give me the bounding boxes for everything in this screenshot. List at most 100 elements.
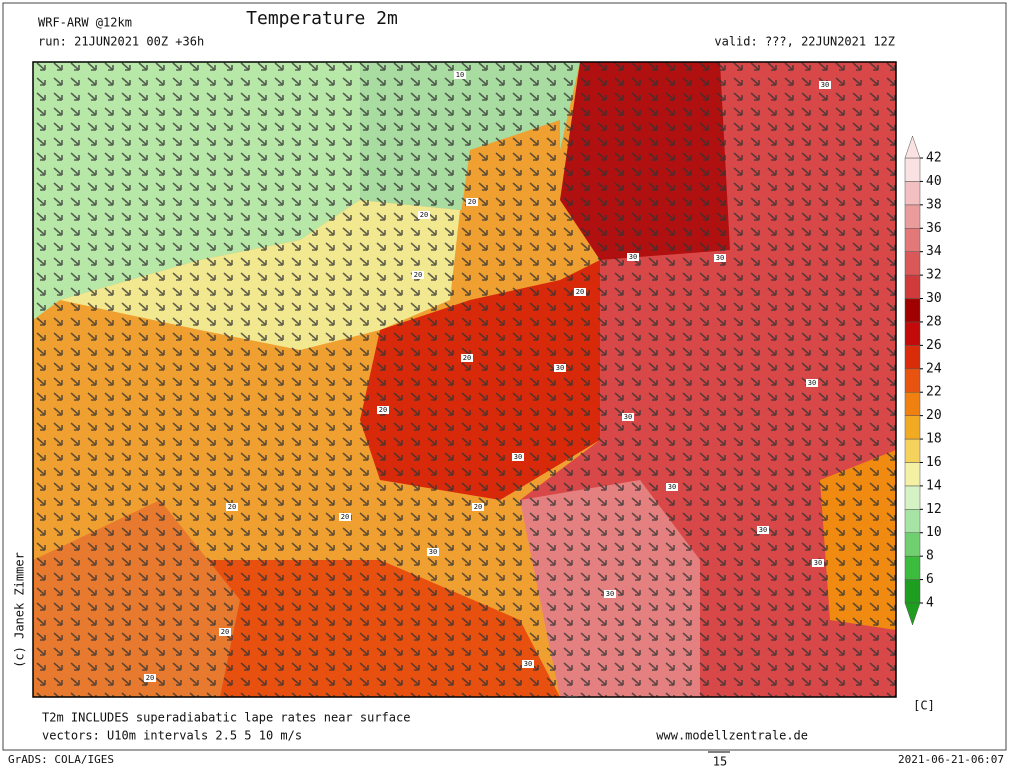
contour-label-box — [604, 590, 616, 598]
tick-label: 22 — [926, 385, 942, 400]
contour-label: 20 — [146, 674, 154, 682]
unit: [C] — [913, 699, 935, 713]
contour-label: 10 — [456, 71, 464, 79]
tick-label: 36 — [926, 221, 942, 236]
contour-label-box — [512, 453, 524, 461]
tick-label: 24 — [926, 361, 942, 376]
run: run: 21JUN2021 00Z +36h — [38, 35, 204, 49]
contour-label-box — [418, 211, 430, 219]
contour-label: 20 — [221, 628, 229, 636]
contour-label: 20 — [420, 211, 428, 219]
tick-label: 12 — [926, 502, 942, 517]
contour-label-box — [757, 526, 769, 534]
contour-label: 30 — [514, 453, 522, 461]
contour-label: 30 — [814, 559, 822, 567]
contour-label: 30 — [808, 379, 816, 387]
color-step — [904, 368, 921, 393]
vectors: vectors: U10m intervals 2.5 5 10 m/s — [42, 729, 302, 743]
contour-label: 20 — [379, 406, 387, 414]
contour-label-box — [714, 254, 726, 262]
color-step — [904, 251, 921, 276]
color-step — [904, 228, 921, 252]
contour-label-box — [144, 674, 156, 682]
tick-label: 20 — [926, 408, 942, 423]
software: GrADS: COLA/IGES — [8, 753, 114, 766]
contour-label-box — [806, 379, 818, 387]
map-frame — [32, 61, 897, 698]
tick-label: 32 — [926, 268, 942, 283]
model: WRF-ARW @12km — [38, 16, 132, 30]
contour-label: 20 — [576, 288, 584, 296]
contour-label: 30 — [716, 254, 724, 262]
contour-label: 30 — [821, 81, 829, 89]
tick-label: 6 — [926, 572, 934, 587]
contour-label: 20 — [463, 354, 471, 362]
tick-label: 40 — [926, 174, 942, 189]
contour-label-box — [819, 81, 831, 89]
tick-label: 16 — [926, 455, 942, 470]
tick-label: 8 — [926, 549, 934, 564]
contour-label: 30 — [524, 660, 532, 668]
color-step — [904, 321, 921, 346]
tick-label: 28 — [926, 314, 942, 329]
tick-label: 26 — [926, 338, 942, 353]
vector-scale: 15 — [713, 755, 727, 768]
contour-label: 20 — [468, 198, 476, 206]
contour-label-box — [454, 71, 466, 79]
color-step — [904, 438, 921, 463]
color-step — [904, 415, 921, 440]
contour-label-box — [339, 513, 351, 521]
color-step — [904, 274, 921, 299]
high-end — [904, 135, 921, 159]
color-step — [904, 509, 921, 533]
color-step — [904, 532, 921, 557]
map: 10 20 20 20 20 20 20 30 30 30 30 30 30 20 20 20 30 30 30 30… — [33, 62, 896, 697]
border — [2, 2, 1007, 751]
color-step — [904, 157, 921, 182]
contour-label-box — [622, 413, 634, 421]
colorbar: 4 6 8 10 12 14 16 18 20 22 24 26 28 30 32 34 36 38 40 42 — [904, 135, 942, 626]
contour-label: 30 — [759, 526, 767, 534]
contour-label-box — [574, 288, 586, 296]
contour-label-box — [427, 548, 439, 556]
contour-label-box — [377, 406, 389, 414]
contour-label-box — [226, 503, 238, 511]
tick-label: 4 — [926, 596, 934, 611]
title: Temperature 2m — [246, 8, 398, 29]
color-step — [904, 298, 921, 323]
contour-label-box — [412, 271, 424, 279]
tick-label: 10 — [926, 525, 942, 540]
contour-label: 20 — [474, 503, 482, 511]
contour-label: 30 — [629, 253, 637, 261]
site: www.modellzentrale.de — [656, 729, 808, 743]
valid: valid: ???, 22JUN2021 12Z — [714, 35, 895, 49]
contour-label-box — [666, 483, 678, 491]
color-step — [904, 181, 921, 206]
contour-label-box — [466, 198, 478, 206]
contour-label: 30 — [429, 548, 437, 556]
contour-label: 30 — [606, 590, 614, 598]
contour-label: 30 — [556, 364, 564, 372]
contour-label: 30 — [624, 413, 632, 421]
credit: (c) Janek Zimmer — [13, 552, 27, 668]
contour-label: 30 — [668, 483, 676, 491]
tick-label: 14 — [926, 478, 942, 493]
tick-label: 18 — [926, 432, 942, 447]
contour-label-box — [812, 559, 824, 567]
contour-label: 20 — [341, 513, 349, 521]
timestamp: 2021-06-21-06:07 — [898, 753, 1004, 766]
contour-label-box — [522, 660, 534, 668]
contour-label-box — [554, 364, 566, 372]
tick-label: 34 — [926, 244, 942, 259]
contour-label: 20 — [414, 271, 422, 279]
color-step — [904, 485, 921, 510]
contour-label-box — [461, 354, 473, 362]
color-step — [904, 391, 921, 416]
color-step — [904, 204, 921, 229]
tick-label: 30 — [926, 291, 942, 306]
contour-label: 20 — [228, 503, 236, 511]
note: T2m INCLUDES superadiabatic lape rates n… — [42, 711, 410, 725]
color-step — [904, 462, 921, 487]
